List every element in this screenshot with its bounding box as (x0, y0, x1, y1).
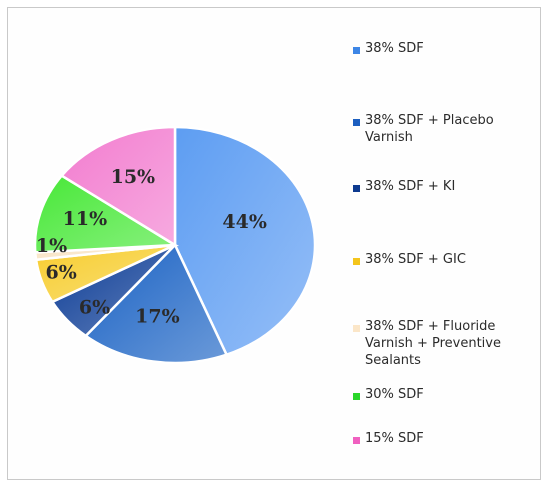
legend-label: 38% SDF (365, 41, 424, 56)
legend-label: 38% SDF + Placebo Varnish (365, 113, 494, 145)
legend-swatch (353, 47, 360, 54)
legend-item-38-sdf: 38% SDF (353, 40, 533, 57)
legend-label: 30% SDF (365, 387, 424, 402)
pie-slice-15-sdf (59, 125, 177, 248)
legend-swatch (353, 325, 360, 332)
pie-slices (33, 125, 317, 365)
pie-label-38-sdf-placebo-varnish: 17% (135, 305, 180, 327)
legend-label: 15% SDF (365, 431, 424, 446)
legend-swatch (353, 437, 360, 444)
pie-labels: 44% 17% 6%6% 1% 11%15% (36, 166, 267, 327)
legend-item-38-sdf-fluoride-varnish-sealants: 38% SDF + Fluoride Varnish + Preventive … (353, 318, 533, 369)
legend-item-38-sdf-gic: 38% SDF + GIC (353, 251, 533, 268)
legend-label: 38% SDF + Fluoride Varnish + Preventive … (365, 319, 501, 368)
legend-item-30-sdf: 30% SDF (353, 386, 533, 403)
legend-swatch (353, 119, 360, 126)
pie-label-38-sdf-fluoride-varnish-preventive-sealants: 1% (36, 235, 67, 257)
legend-item-38-sdf-ki: 38% SDF + KI (353, 178, 533, 195)
legend-swatch (353, 185, 360, 192)
pie-label-15-sdf: 15% (111, 166, 156, 188)
legend-swatch (353, 258, 360, 265)
pie-label-30-sdf: 11% (63, 208, 108, 230)
legend-label: 38% SDF + KI (365, 179, 456, 194)
pie-slice-38-sdf (173, 125, 317, 357)
legend-item-15-sdf: 15% SDF (353, 430, 533, 447)
pie-slice-30-sdf (33, 174, 180, 254)
legend-swatch (353, 393, 360, 400)
legend-item-38-sdf-placebo-varnish: 38% SDF + Placebo Varnish (353, 112, 533, 146)
pie-label-38-sdf-gic: 6% (46, 261, 77, 283)
pie-slice-38-sdf-placebo-varnish (83, 242, 229, 365)
pie-label-38-sdf-ki: 6% (79, 297, 110, 319)
pie-label-38-sdf: 44% (222, 211, 267, 233)
legend-label: 38% SDF + GIC (365, 252, 466, 267)
